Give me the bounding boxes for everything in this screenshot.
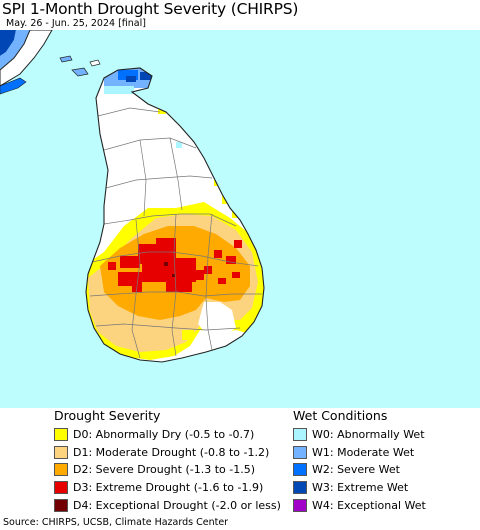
w1-swatch (293, 445, 307, 459)
drought-legend-title: Drought Severity (54, 408, 161, 423)
legend-item-d3: D3: Extreme Drought (-1.6 to -1.9) (54, 479, 281, 497)
sri-lanka-coastline (85, 67, 265, 363)
legend-item-d2: D2: Severe Drought (-1.3 to -1.5) (54, 461, 281, 479)
legend-item-d0: D0: Abnormally Dry (-0.5 to -0.7) (54, 426, 281, 444)
w3-swatch (293, 481, 307, 495)
map-title: SPI 1-Month Drought Severity (CHIRPS) (2, 0, 299, 18)
legend-item-w1: W1: Moderate Wet (293, 444, 426, 462)
d2-swatch (54, 463, 68, 477)
wet-legend: Wet Conditions W0: Abnormally Wet W1: Mo… (293, 408, 426, 514)
legend-item-w4: W4: Exceptional Wet (293, 496, 426, 514)
d3-swatch (54, 481, 68, 495)
w4-swatch (293, 498, 307, 512)
district-borders (89, 107, 262, 359)
d1-swatch (54, 445, 68, 459)
legend-item-w3: W3: Extreme Wet (293, 479, 426, 497)
source-credit: Source: CHIRPS, UCSB, Climate Hazards Ce… (3, 517, 229, 528)
india-wet-region (0, 30, 16, 56)
legend-item-d4: D4: Exceptional Drought (-2.0 or less) (54, 496, 281, 514)
legend-item-w0: W0: Abnormally Wet (293, 426, 426, 444)
wet-legend-title: Wet Conditions (293, 408, 388, 423)
map-canvas (0, 30, 265, 363)
date-range: May. 26 - Jun. 25, 2024 [final] (6, 18, 146, 29)
w2-swatch (293, 463, 307, 477)
drought-legend: Drought Severity D0: Abnormally Dry (-0.… (54, 408, 281, 514)
drought-map (0, 30, 480, 408)
w0-swatch (293, 428, 307, 442)
d0-swatch (54, 428, 68, 442)
legend-item-d1: D1: Moderate Drought (-0.8 to -1.2) (54, 444, 281, 462)
d4-swatch (54, 498, 68, 512)
legend-item-w2: W2: Severe Wet (293, 461, 426, 479)
